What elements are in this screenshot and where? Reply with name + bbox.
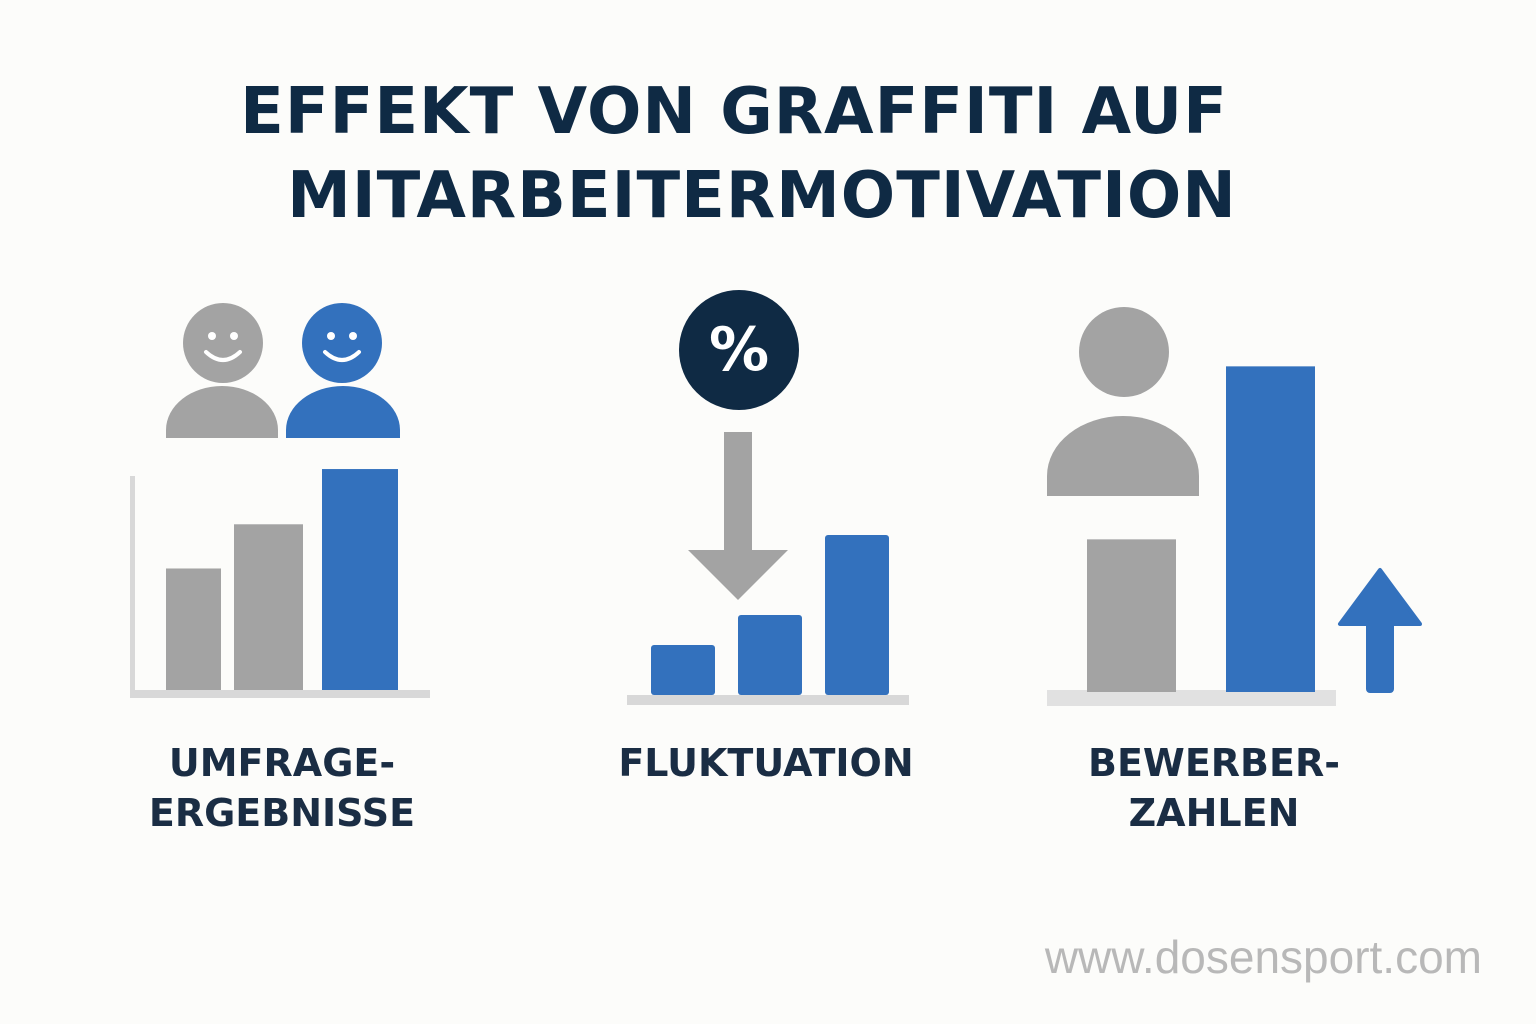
survey-results-chart xyxy=(130,303,430,698)
turnover-label: FLUKTUATION xyxy=(566,738,966,788)
percent-icon: % xyxy=(679,290,799,410)
bar xyxy=(651,645,715,695)
arrow-down-icon xyxy=(688,432,788,600)
turnover-chart: % xyxy=(627,290,909,705)
bars xyxy=(1087,366,1315,692)
bars xyxy=(166,469,398,690)
label-line: BEWERBER- xyxy=(1087,741,1340,785)
label-line: ERGEBNISSE xyxy=(148,791,416,835)
label-line: ZAHLEN xyxy=(1128,791,1300,835)
title-line-2: MITARBEITERMOTIVATION xyxy=(287,159,1237,233)
chart-title: EFFEKT VON GRAFFITI AUF MITARBEITERMOTIV… xyxy=(0,70,1536,238)
person-gray-icon xyxy=(1047,307,1199,496)
website-url[interactable]: www.dosensport.com xyxy=(1044,931,1482,983)
label-line: FLUKTUATION xyxy=(618,741,914,785)
percent-symbol: % xyxy=(709,315,769,385)
label-line: UMFRAGE- xyxy=(168,741,396,785)
arrow-up-icon xyxy=(1338,568,1422,693)
x-axis xyxy=(627,695,909,705)
x-axis xyxy=(1047,690,1336,706)
bar xyxy=(234,524,303,690)
person-blue-smiling-icon xyxy=(286,303,400,438)
bar xyxy=(322,469,398,690)
survey-results-label: UMFRAGE- ERGEBNISSE xyxy=(82,738,482,838)
bar xyxy=(825,535,889,695)
title-line-1: EFFEKT VON GRAFFITI AUF xyxy=(240,75,1228,149)
x-axis xyxy=(130,690,430,698)
applicants-chart xyxy=(1047,307,1422,706)
applicants-label: BEWERBER- ZAHLEN xyxy=(1014,738,1414,838)
bars xyxy=(651,535,889,695)
bar xyxy=(1226,366,1315,692)
y-axis xyxy=(130,476,135,698)
bar xyxy=(738,615,802,695)
person-gray-smiling-icon xyxy=(166,303,278,438)
bar xyxy=(1087,539,1176,692)
bar xyxy=(166,568,221,690)
